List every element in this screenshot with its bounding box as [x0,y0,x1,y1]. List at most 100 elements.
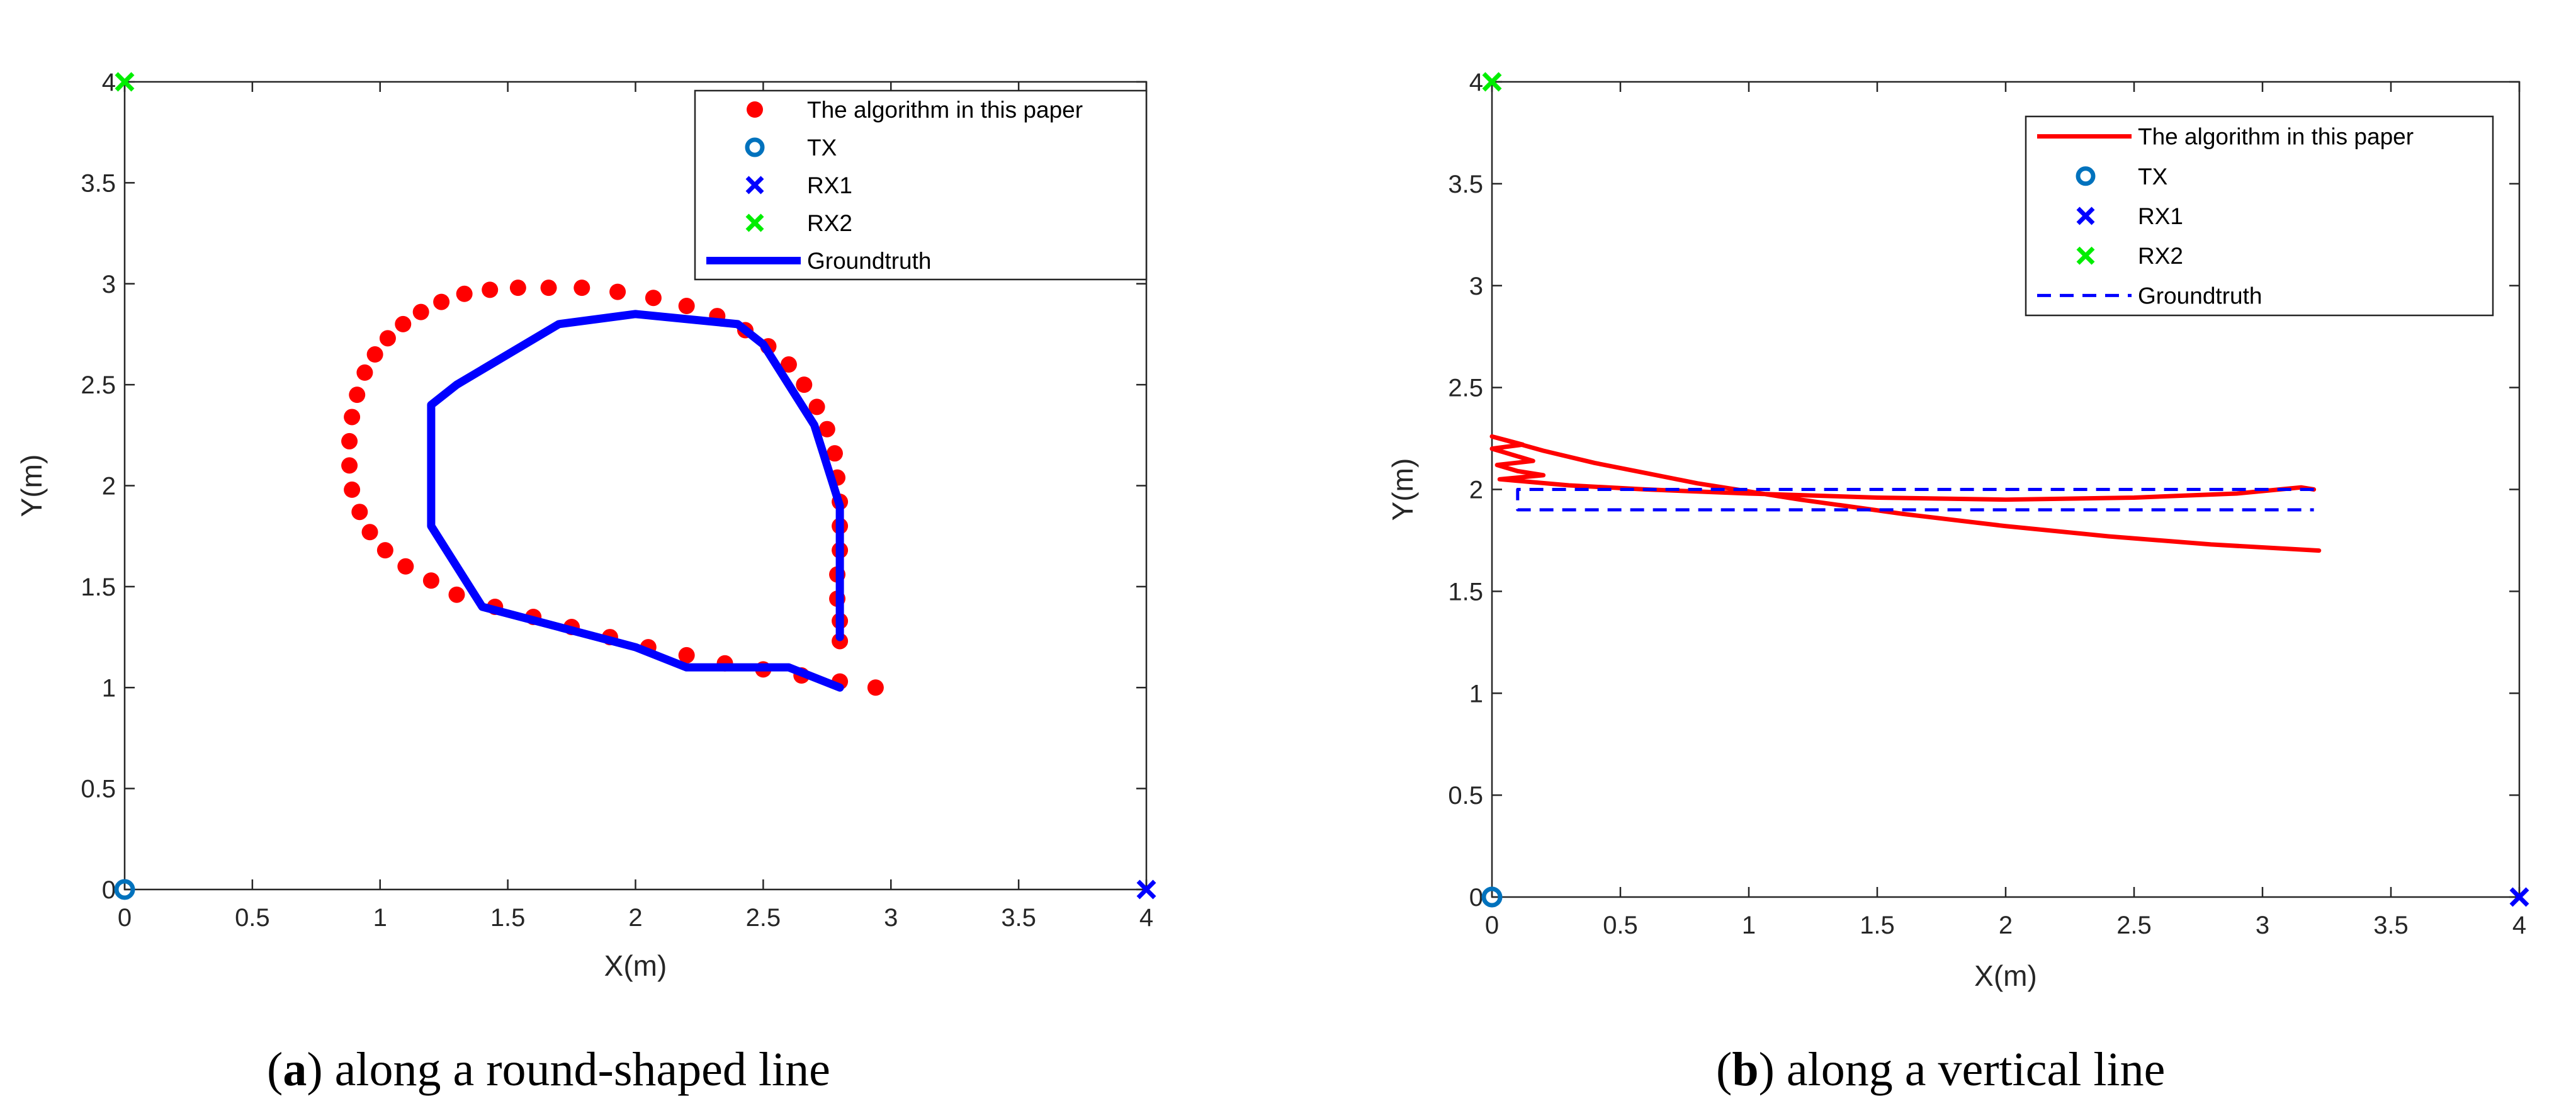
legend-label-a-0: The algorithm in this paper [807,97,1083,123]
caption-text-a: ) along a round-shaped line [307,1043,830,1096]
point-a-the-algorithm-in-this-paper-16 [351,504,368,521]
x-tick-label-a-0: 0 [118,904,132,932]
point-a-the-algorithm-in-this-paper-23 [366,346,383,363]
point-a-the-algorithm-in-this-paper-12 [422,572,439,589]
caption-text-b: ) along a vertical line [1759,1043,2166,1096]
point-a-the-algorithm-in-this-paper-29 [482,281,499,298]
point-a-rx1-0 [1136,879,1156,900]
y-tick-label-b-6: 3 [1469,273,1483,300]
point-a-rx2-0-stroke-2 [115,72,135,92]
y-tick-label-a-4: 2 [102,473,116,500]
x-tick-label-b-5: 2.5 [2116,912,2152,939]
y-tick-label-a-5: 2.5 [81,371,116,399]
y-axis-label-b: Y(m) [1386,458,1419,521]
legend-label-b-3: RX2 [2138,243,2183,269]
x-tick-label-b-6: 3 [2256,912,2269,939]
point-b-rx2-0 [1482,72,1502,92]
x-tick-label-b-3: 1.5 [1860,912,1895,939]
point-a-the-algorithm-in-this-paper-40 [796,376,813,393]
point-a-the-algorithm-in-this-paper-21 [349,387,366,404]
point-b-rx2-0-stroke-2 [1482,72,1502,92]
legend-label-b-0: The algorithm in this paper [2138,124,2414,150]
y-tick-label-b-7: 3.5 [1448,171,1483,198]
legend-icon-a-2 [745,176,764,195]
legend-icon-b-1 [2076,166,2096,186]
y-tick-label-b-2: 1 [1469,680,1483,708]
x-tick-label-b-4: 2 [1999,912,2013,939]
x-tick-label-a-8: 4 [1139,904,1153,932]
caption-letter-b: b [1732,1043,1758,1096]
y-tick-label-b-8: 4 [1469,69,1483,96]
series-a-groundtruth-line [427,310,844,692]
legend-box-b [2025,115,2494,317]
x-tick-label-b-1: 0.5 [1603,912,1638,939]
legend-icon-a-3-stroke-2 [745,213,764,232]
point-a-rx1-0-stroke-2 [1136,879,1156,900]
point-a-the-algorithm-in-this-paper-13 [397,558,414,575]
x-tick-label-a-3: 1.5 [490,904,526,932]
series-b-the-algorithm-in-this-paper-line [1489,434,2322,553]
point-a-the-algorithm-in-this-paper-11 [448,586,465,603]
point-a-the-algorithm-in-this-paper-41 [808,398,825,415]
x-tick-label-a-1: 0.5 [235,904,270,932]
point-a-the-algorithm-in-this-paper-33 [609,283,626,300]
point-a-the-algorithm-in-this-paper-43 [826,445,843,462]
y-tick-label-a-8: 4 [102,69,116,96]
point-a-the-algorithm-in-this-paper-17 [344,481,361,498]
point-a-the-algorithm-in-this-paper-35 [678,298,695,315]
y-tick-label-b-3: 1.5 [1448,578,1483,606]
y-tick-label-b-0: 0 [1469,884,1483,912]
legend-label-a-2: RX1 [807,172,852,198]
point-a-the-algorithm-in-this-paper-31 [540,280,557,296]
point-b-rx1-0-stroke-2 [2509,887,2529,907]
caption-open-b: ( [1716,1043,1732,1096]
point-a-the-algorithm-in-this-paper-25 [395,315,412,332]
y-tick-label-a-2: 1 [102,674,116,702]
x-tick-label-b-2: 1 [1742,912,1756,939]
y-tick-label-b-1: 0.5 [1448,782,1483,810]
x-tick-label-a-4: 2 [628,904,642,932]
point-b-tx-0 [1481,886,1503,908]
legend-label-a-1: TX [807,135,837,161]
point-a-the-algorithm-in-this-paper-19 [341,432,358,449]
legend-icon-b-3-stroke-2 [2076,246,2095,265]
point-a-the-algorithm-in-this-paper-42 [818,421,835,438]
legend-icon-b-2 [2076,206,2095,225]
point-a-the-algorithm-in-this-paper-34 [645,290,662,307]
y-axis-label-a: Y(m) [15,455,48,517]
x-tick-label-b-7: 3.5 [2373,912,2409,939]
legend-icon-a-1 [745,137,765,157]
caption-b: (b) along a vertical line [1716,1043,2165,1096]
point-a-rx2-0 [115,72,135,92]
x-tick-label-b-8: 4 [2512,912,2526,939]
x-tick-label-a-6: 3 [884,904,898,932]
legend-label-b-1: TX [2138,164,2167,189]
x-axis-label-a: X(m) [604,949,667,982]
point-a-the-algorithm-in-this-paper-14 [376,542,393,559]
point-a-the-algorithm-in-this-paper-20 [344,409,361,426]
point-a-the-algorithm-in-this-paper-18 [341,457,358,474]
legend-icon-a-2-stroke-2 [745,176,764,195]
chart-b-vertical-line: 0 0.5 1 1.5 2 2.5 3 3.5 4 0 0.5 1 1.5 2 2.5 3 3.5 4 X(m) Y(… [1386,69,2529,1096]
point-a-the-algorithm-in-this-paper-28 [456,285,473,302]
y-tick-label-b-5: 2.5 [1448,375,1483,402]
point-a-the-algorithm-in-this-paper-39 [780,356,797,373]
point-a-the-algorithm-in-this-paper-15 [361,524,378,541]
point-b-rx1-0 [2509,887,2529,907]
x-axis-label-b: X(m) [1974,959,2037,992]
legend-label-a-3: RX2 [807,210,852,236]
y-tick-label-a-0: 0 [102,876,116,904]
point-a-the-algorithm-in-this-paper-24 [379,330,396,347]
series-b-groundtruth-line [1516,488,2314,512]
legend-icon-a-3 [745,213,764,232]
legend-box-a [694,89,1148,281]
point-a-the-algorithm-in-this-paper-27 [433,293,450,310]
x-tick-label-a-7: 3.5 [1001,904,1036,932]
point-a-the-algorithm-in-this-paper-0 [867,679,884,696]
caption-open-a: ( [267,1043,283,1096]
point-a-the-algorithm-in-this-paper-30 [509,280,526,296]
legend-icon-b-2-stroke-2 [2076,206,2095,225]
legend-label-b-4: Groundtruth [2138,283,2262,308]
legend-icon-a-0 [747,101,763,118]
